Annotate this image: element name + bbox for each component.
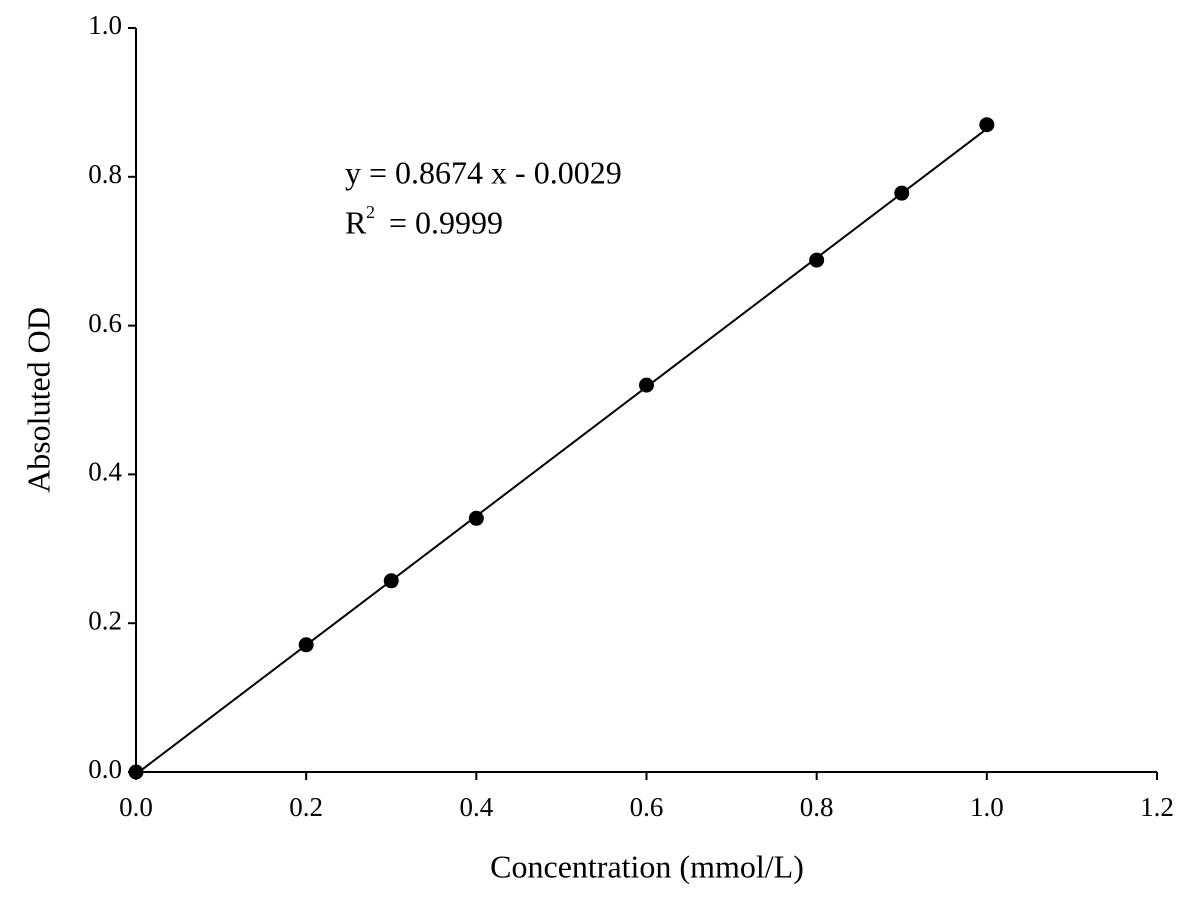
data-point: [639, 377, 654, 393]
x-axis-label: Concentration (mmol/L): [490, 848, 804, 884]
data-point: [298, 637, 314, 653]
r-squared-symbol: R: [345, 204, 367, 240]
data-point: [979, 117, 995, 133]
x-tick-label: 0.8: [800, 792, 834, 822]
y-tick-label: 0.6: [88, 308, 122, 338]
r-squared-value: = 0.9999: [389, 204, 503, 240]
x-tick-label: 1.0: [970, 792, 1004, 822]
data-point: [383, 573, 399, 589]
y-tick-label: 0.2: [88, 605, 122, 635]
x-tick-label: 1.2: [1140, 792, 1174, 822]
y-tick-label: 0.4: [88, 457, 122, 487]
data-point: [128, 764, 144, 780]
y-tick-label: 0.8: [88, 159, 122, 189]
x-tick-label: 0.4: [459, 792, 493, 822]
trend-line: [135, 128, 988, 775]
x-tick-label: 0.6: [630, 792, 664, 822]
equation: y = 0.8674 x - 0.0029: [345, 154, 622, 190]
y-axis-label: Absoluted OD: [20, 307, 56, 493]
data-point: [894, 185, 910, 201]
x-tick-label: 0.2: [289, 792, 323, 822]
y-tick-label: 0.0: [88, 754, 122, 784]
r-squared-exponent: 2: [366, 202, 375, 222]
y-tick-label: 1.0: [88, 10, 122, 40]
data-point: [468, 510, 484, 526]
x-tick-label: 0.0: [119, 792, 153, 822]
data-point: [809, 252, 825, 268]
